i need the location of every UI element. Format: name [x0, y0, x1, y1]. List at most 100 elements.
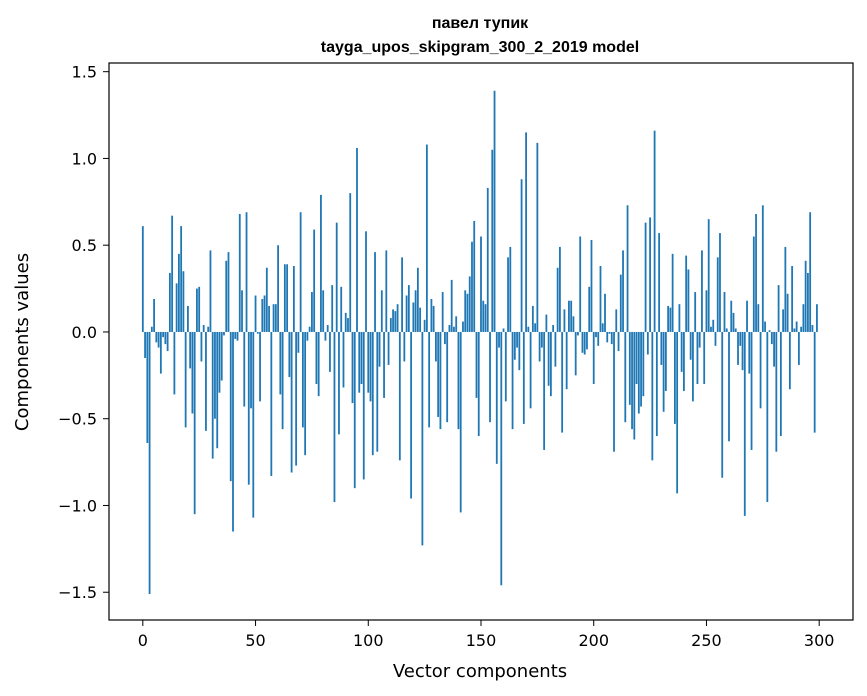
bar — [816, 304, 818, 332]
bar — [513, 331, 516, 360]
bar — [489, 331, 491, 423]
bar — [162, 331, 165, 338]
bar — [173, 331, 176, 395]
y-tick-label: 1.0 — [72, 149, 97, 168]
bar — [428, 331, 431, 428]
bar — [193, 331, 196, 515]
bar — [601, 323, 604, 332]
bar — [574, 331, 577, 376]
bar — [236, 331, 239, 341]
bar — [256, 331, 259, 334]
bar — [804, 260, 807, 332]
bar — [437, 331, 440, 417]
bar — [559, 246, 561, 332]
bar — [761, 205, 764, 332]
bar — [471, 241, 473, 332]
bar — [604, 293, 606, 332]
bar — [250, 331, 252, 409]
bar — [777, 285, 780, 332]
bar — [615, 309, 618, 332]
bar — [396, 304, 399, 332]
bar — [520, 179, 523, 332]
bar — [529, 331, 532, 409]
bar — [272, 304, 275, 332]
bar — [292, 266, 295, 332]
y-tick-label: 0.0 — [72, 323, 97, 342]
bar — [425, 144, 428, 332]
bar — [295, 331, 298, 466]
bar — [739, 331, 742, 346]
bar — [809, 212, 812, 332]
bar — [642, 331, 645, 397]
bar — [626, 205, 629, 332]
bar — [757, 304, 760, 332]
bar — [274, 304, 277, 332]
bar — [299, 212, 302, 332]
bar — [637, 331, 640, 414]
bar — [475, 331, 478, 398]
bar — [773, 331, 775, 367]
bar — [572, 316, 575, 332]
bar — [421, 331, 424, 546]
bar — [568, 300, 570, 332]
bar — [667, 305, 670, 332]
bar — [606, 331, 609, 343]
bar — [586, 331, 588, 350]
bar — [491, 149, 494, 332]
bar — [484, 304, 487, 332]
bar — [561, 331, 564, 433]
bar — [205, 331, 207, 431]
bar — [811, 325, 814, 332]
bar — [268, 305, 270, 332]
bar — [579, 236, 582, 332]
bar — [588, 286, 591, 332]
x-tick-label: 250 — [691, 631, 722, 650]
chart-title: павел тупик — [432, 15, 529, 32]
bar — [649, 217, 651, 332]
bar — [540, 331, 543, 348]
bar — [793, 328, 796, 332]
x-tick-label: 200 — [578, 631, 609, 650]
bar — [595, 331, 597, 338]
bar — [784, 246, 787, 332]
bar — [324, 331, 327, 341]
bar — [486, 187, 489, 332]
bar — [707, 219, 710, 332]
bar — [653, 130, 656, 332]
bar — [171, 215, 174, 332]
bar — [678, 304, 681, 332]
bar — [782, 309, 785, 332]
bar — [599, 266, 602, 332]
bar — [263, 295, 266, 332]
x-tick-label: 300 — [804, 631, 835, 650]
bar — [234, 331, 237, 339]
bar — [716, 257, 719, 332]
bar — [407, 285, 410, 332]
bar — [306, 331, 309, 341]
bar — [220, 331, 223, 381]
bar — [509, 246, 512, 332]
bar — [646, 331, 649, 355]
bar — [635, 331, 638, 385]
bar — [714, 331, 717, 346]
bar — [545, 314, 548, 332]
bar — [311, 292, 313, 332]
bar — [723, 292, 726, 332]
bar — [229, 331, 232, 482]
bar — [410, 331, 413, 499]
bar — [583, 331, 586, 355]
x-axis-ticks: 0 50 100 150 200 250 300 — [138, 620, 835, 650]
bar — [522, 331, 525, 424]
bar — [439, 331, 442, 430]
bar — [315, 331, 318, 385]
bar — [462, 321, 464, 332]
bar — [322, 290, 325, 332]
bar — [378, 331, 381, 367]
bar — [414, 290, 417, 332]
bar — [245, 212, 248, 332]
bar — [613, 331, 615, 452]
bar — [676, 331, 679, 494]
bar — [495, 331, 498, 464]
bar — [752, 236, 755, 332]
bar — [326, 325, 329, 332]
